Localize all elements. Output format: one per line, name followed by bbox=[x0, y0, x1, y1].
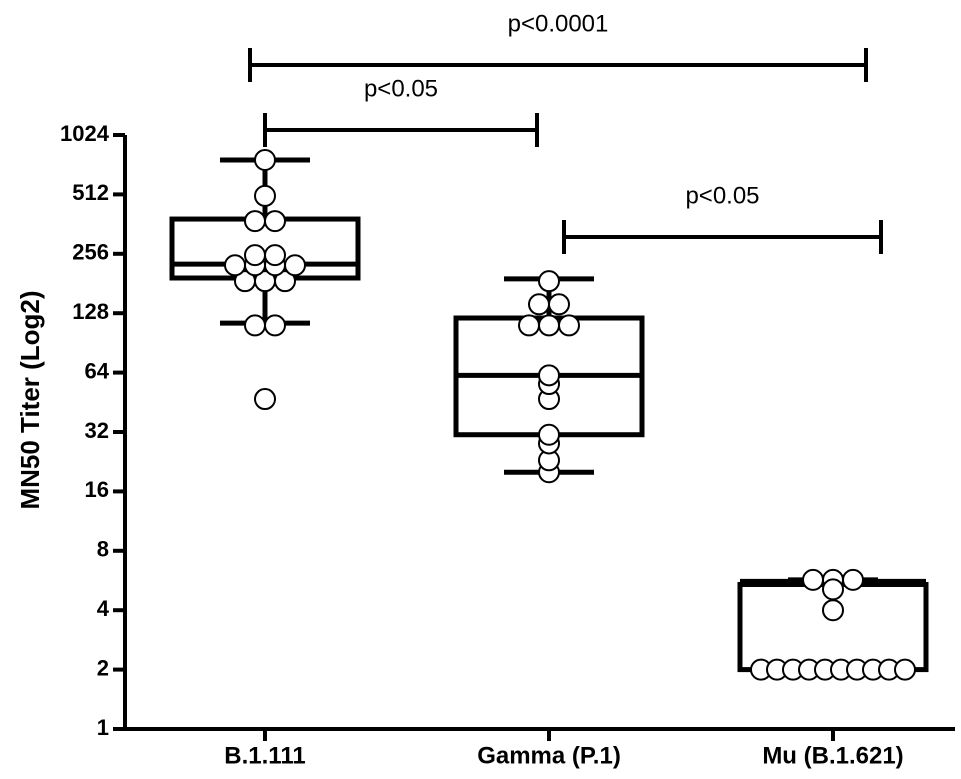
y-tick-label: 8 bbox=[97, 537, 109, 562]
data-point bbox=[254, 184, 276, 207]
data-point bbox=[518, 314, 540, 337]
y-tick-label: 512 bbox=[72, 180, 109, 205]
data-point bbox=[274, 270, 296, 293]
data-point bbox=[264, 210, 286, 233]
data-point bbox=[558, 314, 580, 337]
sig-label: p<0.0001 bbox=[508, 10, 609, 37]
y-tick-label: 4 bbox=[97, 596, 110, 621]
data-point bbox=[538, 314, 560, 337]
sig-label: p<0.05 bbox=[685, 182, 759, 209]
data-point bbox=[224, 254, 246, 277]
y-tick-label: 1024 bbox=[60, 121, 110, 146]
y-tick-label: 32 bbox=[85, 418, 109, 443]
data-point bbox=[254, 148, 276, 171]
y-tick-label: 128 bbox=[72, 299, 109, 324]
data-point bbox=[538, 364, 560, 387]
data-point bbox=[548, 293, 570, 316]
data-point bbox=[264, 244, 286, 267]
x-tick-label: Gamma (P.1) bbox=[477, 742, 621, 769]
data-point bbox=[802, 568, 824, 591]
data-point bbox=[264, 314, 286, 337]
data-point bbox=[244, 244, 266, 267]
data-point bbox=[254, 388, 276, 411]
x-tick-label: B.1.111 bbox=[224, 742, 305, 769]
data-point bbox=[244, 314, 266, 337]
data-point bbox=[822, 599, 844, 622]
x-tick-label: Mu (B.1.621) bbox=[762, 742, 903, 769]
data-point bbox=[284, 254, 306, 277]
y-tick-label: 16 bbox=[85, 477, 109, 502]
data-point bbox=[528, 293, 550, 316]
data-point bbox=[538, 423, 560, 446]
y-tick-label: 256 bbox=[72, 240, 109, 265]
y-tick-label: 64 bbox=[85, 358, 110, 383]
data-point bbox=[894, 658, 916, 681]
y-tick-label: 2 bbox=[97, 655, 109, 680]
data-point bbox=[842, 568, 864, 591]
data-point bbox=[822, 578, 844, 601]
data-point bbox=[538, 270, 560, 293]
data-point bbox=[244, 210, 266, 233]
y-axis-label: MN50 Titer (Log2) bbox=[15, 290, 45, 509]
y-tick-label: 1 bbox=[97, 715, 109, 740]
sig-label: p<0.05 bbox=[364, 75, 438, 102]
